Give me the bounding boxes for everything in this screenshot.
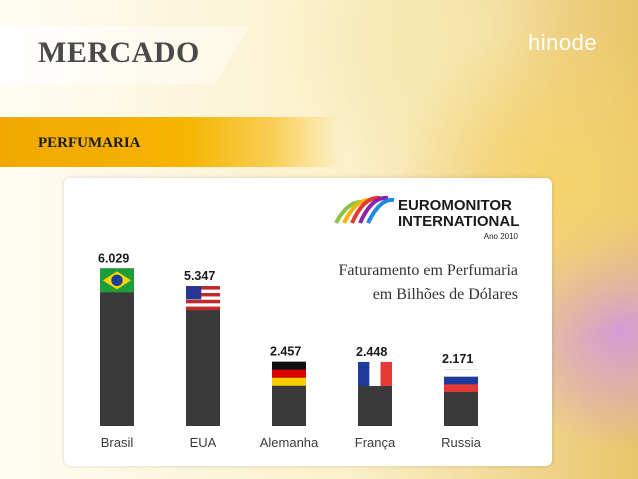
bar-brasil — [100, 268, 134, 426]
brand-logo: hinode — [528, 30, 598, 55]
bar-chart: EUROMONITOR INTERNATIONAL Ano 2010 Fatur… — [98, 195, 519, 450]
category-label-alemanha: Alemanha — [260, 435, 319, 450]
chart-title-line2: em Bilhões de Dólares — [373, 286, 518, 303]
usa-flag-icon — [186, 286, 220, 311]
value-label-alemanha: 2.457 — [270, 345, 301, 359]
euromonitor-name-line1: EUROMONITOR — [398, 197, 512, 214]
euromonitor-arcs-icon — [334, 195, 395, 224]
value-label-russia: 2.171 — [442, 352, 473, 366]
value-label-eua: 5.347 — [184, 269, 215, 283]
france-flag-icon — [358, 361, 392, 386]
section-title: PERFUMARIA — [38, 135, 141, 151]
category-label-frança: França — [355, 435, 396, 450]
germany-flag-icon — [272, 361, 306, 386]
euromonitor-name-line2: INTERNATIONAL — [398, 213, 519, 230]
category-label-brasil: Brasil — [101, 435, 134, 450]
value-label-brasil: 6.029 — [98, 251, 129, 265]
brazil-flag-icon — [100, 268, 134, 293]
value-label-frança: 2.448 — [356, 345, 387, 359]
category-label-russia: Russia — [441, 435, 482, 450]
source-year: Ano 2010 — [484, 232, 519, 241]
title-band — [0, 26, 250, 84]
section-band — [0, 117, 340, 167]
euromonitor-logo: EUROMONITOR INTERNATIONAL Ano 2010 — [334, 195, 519, 241]
category-label-eua: EUA — [190, 435, 217, 450]
russia-flag-icon — [444, 369, 478, 392]
chart-title-line1: Faturamento em Perfumaria — [339, 262, 519, 279]
slide-title: MERCADO — [38, 36, 200, 69]
